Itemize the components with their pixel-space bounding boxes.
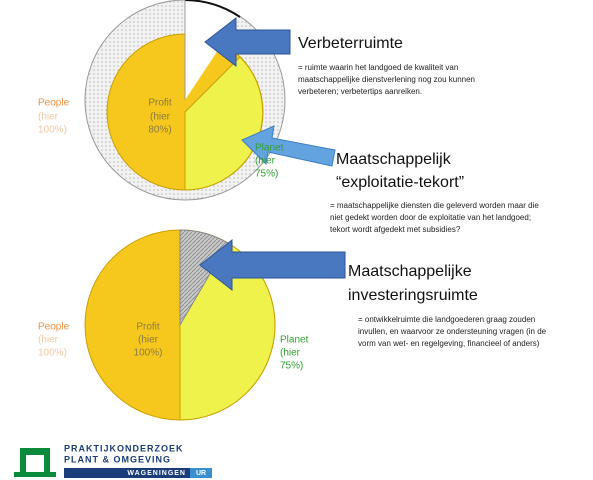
text-line: maatschappelijke dienstverlening nog zou… <box>298 75 475 84</box>
label: (hier <box>280 348 301 359</box>
label: Profit <box>148 98 172 109</box>
logo <box>14 448 212 478</box>
label: People <box>38 322 70 333</box>
logo-text: WAGENINGEN <box>127 470 186 477</box>
heading: Maatschappelijk <box>336 151 452 168</box>
arrow <box>204 16 291 68</box>
label: Planet <box>280 335 309 346</box>
label: (hier <box>255 156 276 167</box>
logo-text: UR <box>196 470 206 477</box>
text-line: tekort wordt afgedekt met subsidies? <box>330 225 461 234</box>
label: People <box>38 98 70 109</box>
logo-bar <box>190 468 212 478</box>
logo-bar <box>64 468 212 478</box>
heading: investeringsruimte <box>348 287 478 304</box>
text-line: vorm van wet- en regelgeving, financieel… <box>358 339 540 348</box>
label: 75%) <box>280 361 303 372</box>
top-diagram <box>84 0 336 201</box>
logo-icon <box>14 472 56 477</box>
arrow <box>241 125 336 167</box>
text-line: = ruimte waarin het landgoed de kwalitei… <box>298 63 458 72</box>
label: 100%) <box>134 348 163 359</box>
text-line: = ontwikkelruimte die landgoederen graag… <box>358 315 535 324</box>
logo-icon <box>20 448 50 472</box>
label: (hier <box>38 335 59 346</box>
label: Planet <box>255 143 284 154</box>
heading: “exploitatie-tekort” <box>336 174 464 191</box>
label: 100%) <box>38 348 67 359</box>
label: 75%) <box>255 169 278 180</box>
label: Profit <box>136 322 160 333</box>
text-line: = maatschappelijke diensten die geleverd… <box>330 201 539 210</box>
text-line: verbeteren; verbetertips aanreiken. <box>298 87 422 96</box>
logo-text: PRAKTIJKONDERZOEK <box>64 443 184 453</box>
logo-text: PLANT & OMGEVING <box>64 454 171 464</box>
heading: Verbeterruimte <box>298 35 403 52</box>
arrow <box>199 238 346 292</box>
heading: Maatschappelijke <box>348 263 472 280</box>
bottom-diagram <box>84 229 346 421</box>
text-line: invullen, en waarvoor ze ondersteuning v… <box>358 327 547 336</box>
label: 100%) <box>38 125 67 136</box>
label: (hier <box>38 112 59 123</box>
label: 80%) <box>148 125 171 136</box>
label: (hier <box>150 112 171 123</box>
label: (hier <box>138 335 159 346</box>
text-line: niet gedekt worden door de exploitatie v… <box>330 213 531 222</box>
wedge-edge <box>184 0 241 18</box>
